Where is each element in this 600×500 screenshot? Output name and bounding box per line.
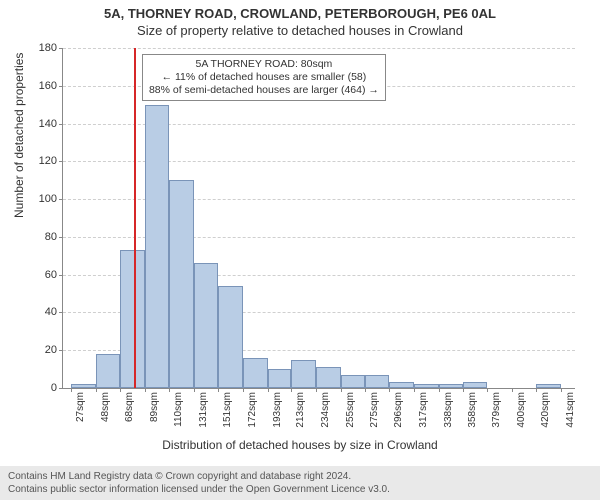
gridline: [63, 48, 575, 49]
xtick-mark: [145, 388, 146, 392]
ytick-label: 180: [17, 42, 57, 54]
xtick-label: 379sqm: [491, 392, 502, 428]
xtick-label: 151sqm: [222, 392, 233, 428]
histogram-bar: [120, 250, 145, 388]
ytick-label: 60: [17, 269, 57, 281]
histogram-bar: [268, 369, 292, 388]
gridline: [63, 237, 575, 238]
annotation-box: 5A THORNEY ROAD: 80sqm← 11% of detached …: [142, 54, 386, 101]
gridline: [63, 161, 575, 162]
xtick-label: 358sqm: [467, 392, 478, 428]
xtick-label: 48sqm: [100, 392, 111, 422]
ytick-mark: [59, 388, 63, 389]
reference-line: [134, 48, 136, 388]
histogram-bar: [414, 384, 439, 388]
xtick-mark: [561, 388, 562, 392]
ytick-label: 0: [17, 382, 57, 394]
xtick-mark: [536, 388, 537, 392]
histogram-bar: [365, 375, 390, 388]
histogram-bar: [536, 384, 561, 388]
chart-container: 5A, THORNEY ROAD, CROWLAND, PETERBOROUGH…: [0, 0, 600, 500]
footer-line-2: Contains public sector information licen…: [8, 483, 592, 496]
xtick-label: 420sqm: [540, 392, 551, 428]
xtick-label: 172sqm: [247, 392, 258, 428]
xtick-label: 234sqm: [320, 392, 331, 428]
xtick-mark: [487, 388, 488, 392]
histogram-bar: [243, 358, 268, 388]
xtick-mark: [389, 388, 390, 392]
ytick-mark: [59, 124, 63, 125]
xtick-mark: [316, 388, 317, 392]
ytick-label: 100: [17, 193, 57, 205]
gridline: [63, 124, 575, 125]
ytick-mark: [59, 48, 63, 49]
ytick-label: 40: [17, 306, 57, 318]
histogram-bar: [169, 180, 194, 388]
histogram-bar: [439, 384, 463, 388]
xtick-label: 68sqm: [124, 392, 135, 422]
histogram-bar: [316, 367, 341, 388]
xtick-label: 338sqm: [443, 392, 454, 428]
xtick-mark: [169, 388, 170, 392]
xtick-mark: [414, 388, 415, 392]
plot-area: 02040608010012014016018027sqm48sqm68sqm8…: [62, 48, 574, 388]
ytick-mark: [59, 350, 63, 351]
xtick-label: 255sqm: [345, 392, 356, 428]
xtick-mark: [291, 388, 292, 392]
histogram-bar: [218, 286, 243, 388]
ytick-mark: [59, 86, 63, 87]
ytick-mark: [59, 161, 63, 162]
xtick-label: 131sqm: [198, 392, 209, 428]
xtick-mark: [341, 388, 342, 392]
chart-subtitle: Size of property relative to detached ho…: [0, 21, 600, 38]
gridline: [63, 199, 575, 200]
xtick-mark: [218, 388, 219, 392]
annotation-line: 88% of semi-detached houses are larger (…: [149, 84, 379, 97]
xtick-mark: [463, 388, 464, 392]
histogram-plot: 02040608010012014016018027sqm48sqm68sqm8…: [62, 48, 575, 389]
xtick-label: 317sqm: [418, 392, 429, 428]
xtick-label: 400sqm: [516, 392, 527, 428]
histogram-bar: [291, 360, 316, 388]
xtick-label: 110sqm: [173, 392, 184, 427]
x-axis-label: Distribution of detached houses by size …: [0, 438, 600, 452]
ytick-mark: [59, 275, 63, 276]
xtick-label: 213sqm: [295, 392, 306, 428]
ytick-label: 140: [17, 118, 57, 130]
xtick-label: 193sqm: [272, 392, 283, 428]
footer-attribution: Contains HM Land Registry data © Crown c…: [0, 466, 600, 500]
annotation-line: ← 11% of detached houses are smaller (58…: [149, 71, 379, 84]
xtick-mark: [268, 388, 269, 392]
histogram-bar: [71, 384, 96, 388]
ytick-label: 20: [17, 344, 57, 356]
xtick-mark: [439, 388, 440, 392]
histogram-bar: [463, 382, 488, 388]
xtick-mark: [512, 388, 513, 392]
ytick-mark: [59, 237, 63, 238]
xtick-label: 441sqm: [565, 392, 576, 428]
xtick-label: 27sqm: [75, 392, 86, 422]
xtick-mark: [194, 388, 195, 392]
xtick-mark: [71, 388, 72, 392]
xtick-mark: [120, 388, 121, 392]
ytick-label: 160: [17, 80, 57, 92]
xtick-label: 275sqm: [369, 392, 380, 428]
xtick-mark: [96, 388, 97, 392]
histogram-bar: [96, 354, 120, 388]
annotation-line: 5A THORNEY ROAD: 80sqm: [149, 58, 379, 71]
xtick-label: 89sqm: [149, 392, 160, 422]
xtick-mark: [243, 388, 244, 392]
footer-line-1: Contains HM Land Registry data © Crown c…: [8, 470, 592, 483]
xtick-label: 296sqm: [393, 392, 404, 428]
histogram-bar: [389, 382, 414, 388]
ytick-label: 120: [17, 155, 57, 167]
ytick-mark: [59, 199, 63, 200]
chart-title-address: 5A, THORNEY ROAD, CROWLAND, PETERBOROUGH…: [0, 0, 600, 21]
xtick-mark: [365, 388, 366, 392]
ytick-label: 80: [17, 231, 57, 243]
histogram-bar: [341, 375, 365, 388]
histogram-bar: [145, 105, 170, 388]
histogram-bar: [194, 263, 218, 388]
ytick-mark: [59, 312, 63, 313]
